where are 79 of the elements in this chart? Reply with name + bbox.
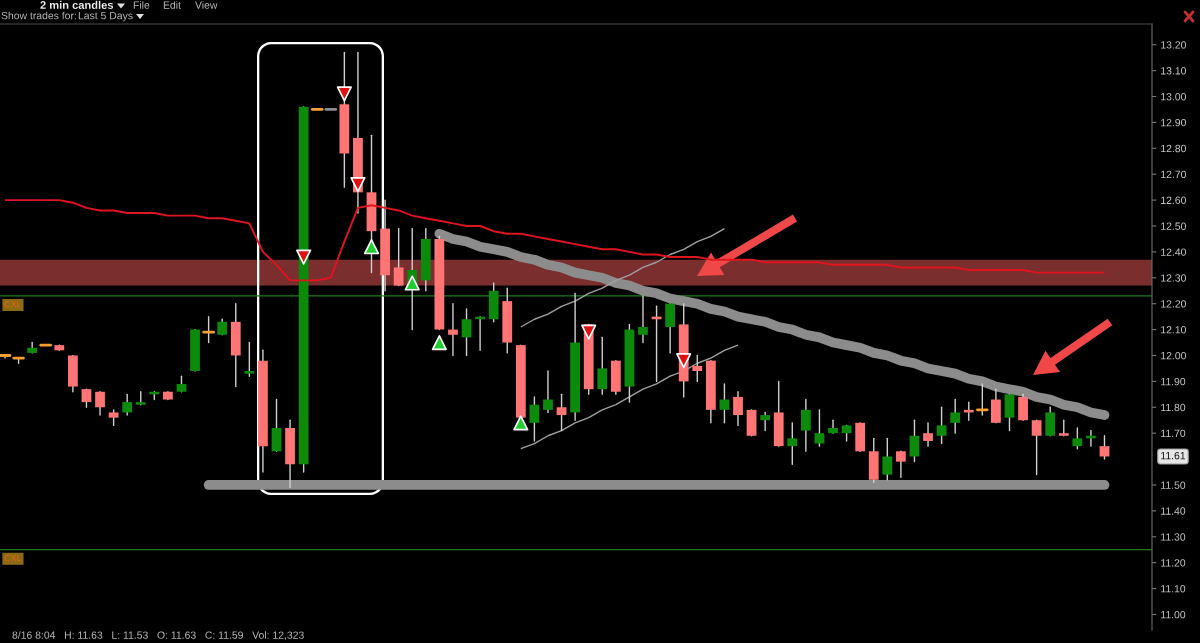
- line-series: [520, 344, 739, 450]
- candlestick: [882, 437, 893, 481]
- candlestick: [122, 393, 133, 416]
- line-series: [520, 227, 726, 328]
- candlestick: [1031, 419, 1042, 476]
- y-tick-label: 12.00: [1161, 351, 1186, 360]
- y-tick-label: 12.90: [1161, 118, 1186, 127]
- candlestick: [760, 411, 771, 432]
- point: [431, 334, 447, 351]
- candlestick: [244, 341, 255, 377]
- text: Edit: [163, 1, 181, 9]
- y-tick-label: 13.10: [1161, 67, 1186, 75]
- candlestick: [0, 354, 12, 359]
- candlestick: [81, 388, 92, 408]
- candlestick: [800, 398, 811, 453]
- candlestick: [814, 409, 825, 447]
- text: Show trades for:: [1, 11, 76, 20]
- y-tick-label: 11.20: [1161, 559, 1186, 567]
- point: [336, 86, 352, 102]
- y-tick-label: 13.00: [1161, 93, 1186, 101]
- y-tick-label: 11.00: [1161, 610, 1186, 619]
- point: [676, 353, 692, 369]
- candlestick: [393, 227, 404, 287]
- candlestick: [665, 302, 676, 354]
- y-tick-label: 12.20: [1161, 300, 1186, 308]
- candlestick: [1018, 393, 1028, 421]
- text: 8/16 8:04 H: 11.63 L: 11.53 O: 11.63 C: 11.59 Vol: 12,323: [12, 631, 304, 641]
- candlestick: [1004, 393, 1015, 432]
- y-tick-label: 12.10: [1161, 326, 1186, 334]
- candlestick: [923, 422, 933, 447]
- candlestick: [950, 398, 961, 434]
- candlestick: [597, 336, 608, 396]
- y-tick-label: 11.80: [1161, 403, 1186, 412]
- line-series: [4, 199, 1106, 282]
- y-tick-label: 12.30: [1161, 274, 1186, 282]
- point: [581, 324, 597, 340]
- point: [350, 176, 366, 193]
- point: [296, 249, 312, 265]
- candlestick: [1045, 406, 1056, 437]
- point: [404, 275, 420, 291]
- point: [513, 415, 529, 431]
- ref-line-label: CXL: [4, 301, 22, 308]
- candlestick: [461, 308, 472, 357]
- point: [363, 239, 380, 255]
- y-tick-label: 12.60: [1161, 196, 1186, 204]
- y-tick-label: 12.80: [1161, 144, 1186, 153]
- candlestick: [828, 419, 838, 434]
- y-tick-label: 11.40: [1161, 507, 1186, 515]
- y-tick-label: 12.70: [1161, 170, 1186, 179]
- candlestick: [638, 295, 648, 344]
- y-tick-label: 11.70: [1161, 429, 1186, 438]
- candlestick: [95, 391, 105, 416]
- text: 11.61: [1161, 451, 1186, 460]
- text: File: [133, 1, 150, 9]
- chart-title: 2 min candles: [40, 0, 114, 9]
- candlestick: [271, 398, 282, 453]
- text: View: [195, 1, 218, 9]
- y-tick-label: 12.40: [1161, 248, 1186, 256]
- candlestick: [787, 422, 798, 465]
- candlestick: [976, 383, 989, 416]
- candlestick: [529, 396, 540, 442]
- candlestick: [692, 354, 703, 383]
- candlestick: [733, 391, 743, 427]
- candlestick: [448, 302, 458, 357]
- candlestick: [991, 388, 1001, 424]
- candlestick: [202, 315, 215, 344]
- candlestick: [1072, 427, 1083, 450]
- y-tick-label: 12.50: [1161, 222, 1186, 230]
- candlestick: [936, 406, 947, 445]
- y-tick-label: 11.10: [1161, 585, 1186, 593]
- candlestick: [556, 393, 567, 432]
- candlestick: [896, 450, 906, 478]
- y-tick-label: 11.90: [1161, 377, 1186, 386]
- y-tick-label: 13.20: [1161, 41, 1186, 49]
- candlestick: [543, 370, 553, 414]
- ref-line-label: CXL: [4, 554, 22, 562]
- y-tick-label: 11.30: [1161, 533, 1186, 541]
- y-tick-label: 11.50: [1161, 481, 1186, 489]
- text: Last 5 Days: [78, 12, 133, 22]
